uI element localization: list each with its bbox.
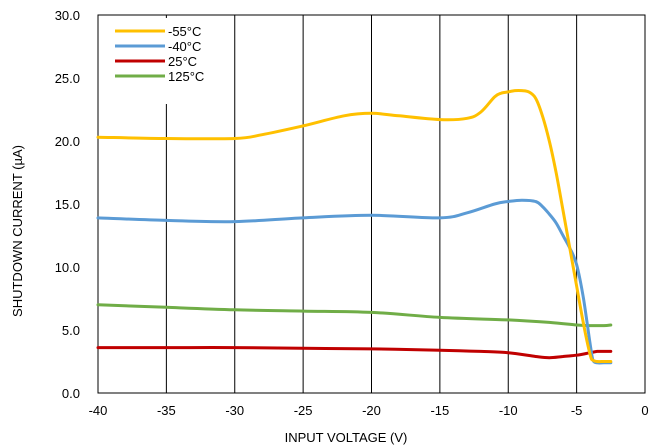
y-tick-label: 25.0: [55, 71, 80, 86]
x-tick-label: -5: [571, 403, 583, 418]
plot-frame: [97, 14, 646, 394]
x-tick-label: -30: [225, 403, 244, 418]
y-tick-label: 5.0: [62, 323, 80, 338]
series-line-0: [96, 88, 613, 364]
legend-label-1: -40°C: [168, 39, 201, 54]
x-tick-label: 0: [641, 403, 648, 418]
x-tick-label: -15: [430, 403, 449, 418]
series-line-2: [96, 346, 613, 360]
y-axis-title: SHUTDOWN CURRENT (µA): [10, 145, 25, 317]
y-tick-label: 20.0: [55, 134, 80, 149]
x-tick-label: -20: [362, 403, 381, 418]
tick-labels: -40 -35 -30 -25 -20 -15 -10 -5 0 0.0 5.0 10.0 15.0 20…: [55, 8, 649, 418]
legend-label-2: 25°C: [168, 54, 197, 69]
grid-layer: [97, 14, 646, 394]
series-line-3: [96, 303, 613, 328]
series-layer: [96, 88, 613, 365]
x-tick-label: -35: [157, 403, 176, 418]
x-tick-label: -40: [89, 403, 108, 418]
legend-label-0: -55°C: [168, 24, 201, 39]
y-tick-label: 30.0: [55, 8, 80, 23]
x-tick-label: -25: [294, 403, 313, 418]
y-tick-label: 10.0: [55, 260, 80, 275]
x-tick-label: -10: [499, 403, 518, 418]
y-tick-label: 0.0: [62, 386, 80, 401]
legend-label-3: 125°C: [168, 69, 204, 84]
y-tick-label: 15.0: [55, 197, 80, 212]
x-axis-title: INPUT VOLTAGE (V): [285, 430, 408, 445]
series-line-1: [96, 198, 613, 365]
